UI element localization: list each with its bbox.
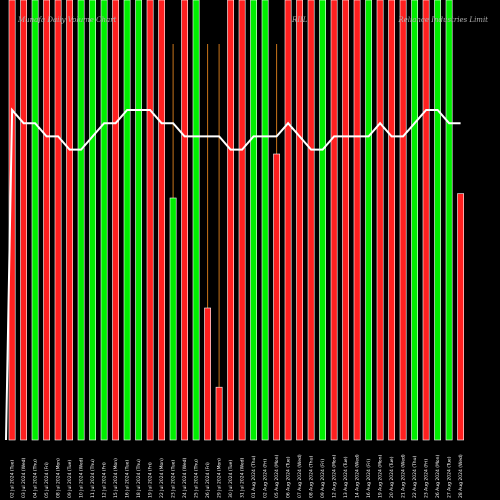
x-tick-label: 19 Jul 2024 (Fri): [148, 462, 154, 498]
x-tick-label: 16 Jul 2024 (Tue): [125, 460, 131, 498]
x-tick-label: 20 Aug 2024 (Tue): [389, 456, 395, 498]
volume-bar: [146, 0, 154, 441]
volume-bar: [227, 0, 234, 441]
x-tick-label: 02 Aug 2024 (Fri): [263, 459, 269, 498]
volume-bar: [342, 0, 349, 441]
x-tick-label: 06 Aug 2024 (Tue): [286, 456, 292, 498]
x-tick-label: 27 Aug 2024 (Tue): [447, 456, 453, 498]
x-tick-label: 22 Aug 2024 (Thu): [412, 456, 418, 498]
x-tick-label: 08 Jul 2024 (Mon): [56, 458, 62, 498]
x-tick-label: 30 Jul 2024 (Tue): [228, 460, 234, 498]
volume-spike: [207, 44, 209, 440]
volume-bar: [77, 0, 85, 441]
x-tick-label: 26 Jul 2024 (Fri): [205, 462, 211, 498]
x-tick-label: 21 Aug 2024 (Wed): [401, 454, 407, 498]
trend-line: [5, 107, 461, 441]
x-tick-label: 19 Aug 2024 (Mon): [378, 455, 384, 498]
volume-bar: [215, 386, 223, 441]
volume-bar: [330, 0, 338, 441]
volume-spike: [218, 44, 220, 440]
volume-bar: [319, 0, 326, 441]
volume-bar: [434, 0, 441, 441]
volume-bar: [307, 0, 315, 441]
header-left: Munafa Daily Volume Chart: [17, 16, 117, 24]
volume-bar: [20, 0, 27, 441]
volume-bar: [8, 0, 16, 441]
x-tick-label: 09 Aug 2024 (Fri): [320, 459, 326, 498]
x-tick-label: 31 Jul 2024 (Wed): [240, 458, 246, 498]
x-tick-label: 09 Jul 2024 (Tue): [67, 460, 73, 498]
volume-bar: [66, 0, 73, 441]
x-tick-label: 18 Jul 2024 (Thu): [136, 459, 142, 498]
volume-bar: [422, 0, 430, 441]
x-tick-label: 24 Jul 2024 (Wed): [182, 458, 188, 498]
x-tick-label: 13 Aug 2024 (Tue): [343, 456, 349, 498]
volume-bar: [43, 0, 50, 441]
x-tick-label: 10 Jul 2024 (Wed): [79, 458, 85, 498]
volume-bar: [261, 0, 269, 441]
x-tick-label: 05 Jul 2024 (Fri): [44, 462, 50, 498]
volume-bar: [445, 0, 453, 441]
volume-bar: [457, 193, 464, 441]
header-right: Reliance Industries Limit: [397, 16, 488, 24]
x-tick-label: 05 Aug 2024 (Mon): [274, 455, 280, 498]
header-center: RIIL: [291, 16, 308, 24]
volume-bar: [296, 0, 303, 441]
x-tick-label: 02 Jul 2024 (Tue): [10, 460, 16, 498]
x-tick-label: 25 Jul 2024 (Thu): [194, 459, 200, 498]
volume-bar: [181, 0, 188, 441]
x-tick-label: 23 Aug 2024 (Fri): [424, 459, 430, 498]
volume-bar: [31, 0, 39, 441]
x-tick-label: 01 Aug 2024 (Thu): [251, 456, 257, 498]
x-tick-label: 15 Jul 2024 (Mon): [113, 458, 119, 498]
x-tick-label: 07 Aug 2024 (Wed): [297, 454, 303, 498]
volume-bar: [89, 0, 96, 441]
volume-bars: [8, 0, 464, 441]
x-tick-label: 28 Aug 2024 (Wed): [458, 454, 464, 498]
volume-bar: [250, 0, 257, 441]
x-tick-labels: 02 Jul 2024 (Tue) 03 Jul 2024 (Wed) 04 Jul…: [10, 454, 465, 498]
volume-bar: [376, 0, 384, 441]
volume-bar: [399, 0, 407, 441]
x-tick-label: 11 Jul 2024 (Thu): [90, 459, 96, 498]
volume-bar: [158, 0, 165, 441]
volume-bar: [388, 0, 395, 441]
x-tick-label: 04 Jul 2024 (Thu): [33, 459, 39, 498]
volume-bar: [365, 0, 372, 441]
volume-bar: [169, 197, 177, 441]
x-tick-label: 23 Jul 2024 (Tue): [171, 460, 177, 498]
volume-bar: [353, 0, 361, 441]
volume-bar: [54, 0, 62, 441]
volume-bar: [112, 0, 119, 441]
volume-bar: [273, 153, 280, 441]
volume-bar: [411, 0, 418, 441]
x-tick-label: 22 Jul 2024 (Mon): [159, 458, 165, 498]
x-tick-label: 12 Jul 2024 (Fri): [102, 462, 108, 498]
x-tick-label: 26 Aug 2024 (Mon): [435, 455, 441, 498]
x-tick-label: 03 Jul 2024 (Wed): [21, 458, 27, 498]
volume-bar: [123, 0, 131, 441]
x-tick-label: 12 Aug 2024 (Mon): [332, 455, 338, 498]
volume-bar: [192, 0, 200, 441]
x-tick-label: 08 Aug 2024 (Thu): [309, 456, 315, 498]
volume-bar: [284, 0, 292, 441]
volume-bar: [238, 0, 246, 441]
volume-bar: [100, 0, 108, 441]
volume-bar: [135, 0, 142, 441]
x-tick-label: 16 Aug 2024 (Fri): [366, 459, 372, 498]
x-tick-label: 14 Aug 2024 (Wed): [355, 454, 361, 498]
x-tick-label: 29 Jul 2024 (Mon): [217, 458, 223, 498]
volume-bar: [204, 307, 211, 441]
